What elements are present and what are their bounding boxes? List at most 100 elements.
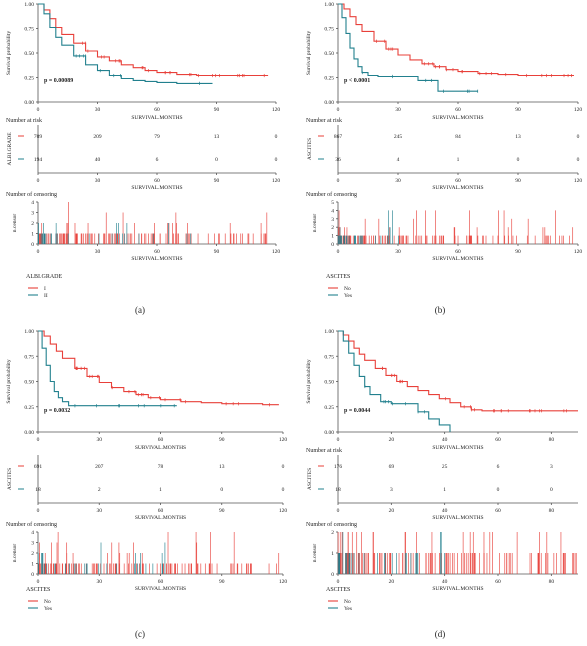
risk-count: 78 bbox=[158, 464, 164, 470]
km-ytick-label: 0.50 bbox=[324, 380, 334, 386]
risk-xtick-label: 60 bbox=[495, 508, 501, 514]
km-curve-yes bbox=[38, 330, 177, 407]
risk-count: 0 bbox=[577, 134, 580, 140]
censor-ytick-label: 3 bbox=[31, 211, 34, 217]
censor-xtick-label: 0 bbox=[337, 579, 340, 585]
censor-xtick-label: 20 bbox=[389, 579, 395, 585]
km-xtick-label: 120 bbox=[279, 437, 288, 443]
km-xtick-label: 0 bbox=[337, 437, 340, 443]
km-ytick-label: 0.75 bbox=[24, 354, 34, 360]
risk-xtick-label: 30 bbox=[97, 508, 103, 514]
risk-xtick-label: 0 bbox=[37, 508, 40, 514]
legend-title: ALBI.GRADE bbox=[26, 274, 62, 280]
risk-count: 40 bbox=[95, 157, 101, 163]
km-ytick-label: 0.25 bbox=[324, 405, 334, 411]
censor-title: Number of censoring bbox=[6, 191, 57, 198]
risk-xtick-label: 20 bbox=[389, 508, 395, 514]
km-ytick-label: 0.25 bbox=[24, 76, 34, 82]
legend-label: No bbox=[44, 599, 51, 605]
risk-table-ylabel: ASCITES bbox=[307, 138, 313, 160]
censor-ylabel: n.censor bbox=[312, 544, 318, 563]
km-xtick-label: 90 bbox=[214, 107, 220, 113]
risk-count: 2 bbox=[98, 487, 101, 493]
legend-title: ASCITES bbox=[326, 587, 350, 593]
censor-ytick-label: 1 bbox=[331, 551, 334, 557]
censor-ytick-label: 3 bbox=[331, 217, 334, 223]
risk-count: 13 bbox=[515, 134, 521, 140]
censor-xtick-label: 40 bbox=[442, 579, 448, 585]
km-xtick-label: 30 bbox=[97, 437, 103, 443]
legend-label: Yes bbox=[44, 606, 52, 612]
risk-x-axis-title: SURVIVAL.MONTHS bbox=[432, 515, 483, 521]
censor-x-axis-title: SURVIVAL.MONTHS bbox=[135, 586, 186, 592]
risk-xtick-label: 80 bbox=[549, 508, 555, 514]
km-xtick-label: 0 bbox=[37, 437, 40, 443]
km-ytick-label: 0.75 bbox=[324, 354, 334, 360]
risk-table-title: Number at risk bbox=[6, 118, 42, 124]
km-ytick-label: 0.25 bbox=[24, 405, 34, 411]
risk-xtick-label: 0 bbox=[37, 178, 40, 184]
km-ytick-label: 1.00 bbox=[24, 2, 34, 8]
km-curve-i bbox=[38, 3, 269, 77]
km-xtick-label: 30 bbox=[95, 107, 101, 113]
censor-ytick-label: 0 bbox=[331, 242, 334, 248]
km-curve-no bbox=[338, 330, 578, 412]
km-curve-no bbox=[338, 3, 574, 77]
km-xtick-label: 60 bbox=[158, 437, 164, 443]
risk-count: 0 bbox=[517, 157, 520, 163]
censor-xtick-label: 90 bbox=[219, 579, 225, 585]
km-ytick-label: 0.75 bbox=[324, 27, 334, 33]
censor-ytick-label: 5 bbox=[331, 200, 334, 206]
risk-count: 0 bbox=[275, 157, 278, 163]
km-xtick-label: 90 bbox=[515, 107, 521, 113]
km-curve-no bbox=[38, 330, 279, 406]
risk-table-ylabel: ALBI.GRADE bbox=[7, 132, 13, 166]
censor-x-axis-title: SURVIVAL.MONTHS bbox=[432, 586, 483, 592]
legend-label: II bbox=[44, 293, 48, 299]
censor-ytick-label: 0 bbox=[31, 242, 34, 248]
risk-xtick-label: 0 bbox=[337, 178, 340, 184]
km-xtick-label: 80 bbox=[549, 437, 555, 443]
risk-xtick-label: 30 bbox=[395, 178, 401, 184]
censor-xtick-label: 120 bbox=[279, 579, 288, 585]
risk-xtick-label: 60 bbox=[455, 178, 461, 184]
risk-count: 84 bbox=[455, 134, 461, 140]
censor-ytick-label: 4 bbox=[331, 208, 334, 214]
panel-2: 0.000.250.500.751.000 30 60 90 120SURVIVAL.M… bbox=[306, 2, 582, 315]
risk-count: 18 bbox=[35, 487, 41, 493]
km-xtick-label: 60 bbox=[455, 107, 461, 113]
km-ytick-label: 1.00 bbox=[24, 329, 34, 335]
censor-title: Number of censoring bbox=[306, 191, 357, 198]
km-ytick-label: 0.75 bbox=[24, 27, 34, 33]
censor-xtick-label: 30 bbox=[95, 249, 101, 255]
risk-xtick-label: 60 bbox=[158, 508, 164, 514]
censor-title: Number of censoring bbox=[6, 521, 57, 528]
risk-count: 18 bbox=[335, 487, 341, 493]
risk-count: 1 bbox=[159, 487, 162, 493]
risk-count: 4 bbox=[397, 157, 400, 163]
censor-ytick-label: 3 bbox=[31, 541, 34, 547]
risk-count: 3 bbox=[550, 464, 553, 470]
risk-xtick-label: 30 bbox=[95, 178, 101, 184]
km-ytick-label: 1.00 bbox=[324, 2, 334, 8]
risk-count: 25 bbox=[442, 464, 448, 470]
legend-label: I bbox=[44, 286, 46, 292]
km-ytick-label: 0.50 bbox=[24, 380, 34, 386]
legend-title: ASCITES bbox=[26, 587, 50, 593]
censor-xtick-label: 0 bbox=[337, 249, 340, 255]
censor-ytick-label: 0 bbox=[331, 572, 334, 578]
km-ytick-label: 1.00 bbox=[324, 329, 334, 335]
risk-xtick-label: 120 bbox=[279, 508, 288, 514]
km-ytick-label: 0.50 bbox=[324, 51, 334, 57]
censor-ytick-label: 4 bbox=[31, 530, 34, 536]
panel-caption: (b) bbox=[435, 305, 446, 315]
legend-label: No bbox=[344, 286, 351, 292]
risk-xtick-label: 90 bbox=[219, 508, 225, 514]
risk-count: 69 bbox=[389, 464, 395, 470]
risk-table-ylabel: ASCITES bbox=[7, 468, 13, 490]
km-ytick-label: 0.00 bbox=[24, 100, 34, 106]
risk-count: 0 bbox=[550, 487, 553, 493]
risk-count: 209 bbox=[93, 134, 102, 140]
risk-count: 3 bbox=[390, 487, 393, 493]
risk-xtick-label: 90 bbox=[515, 178, 521, 184]
